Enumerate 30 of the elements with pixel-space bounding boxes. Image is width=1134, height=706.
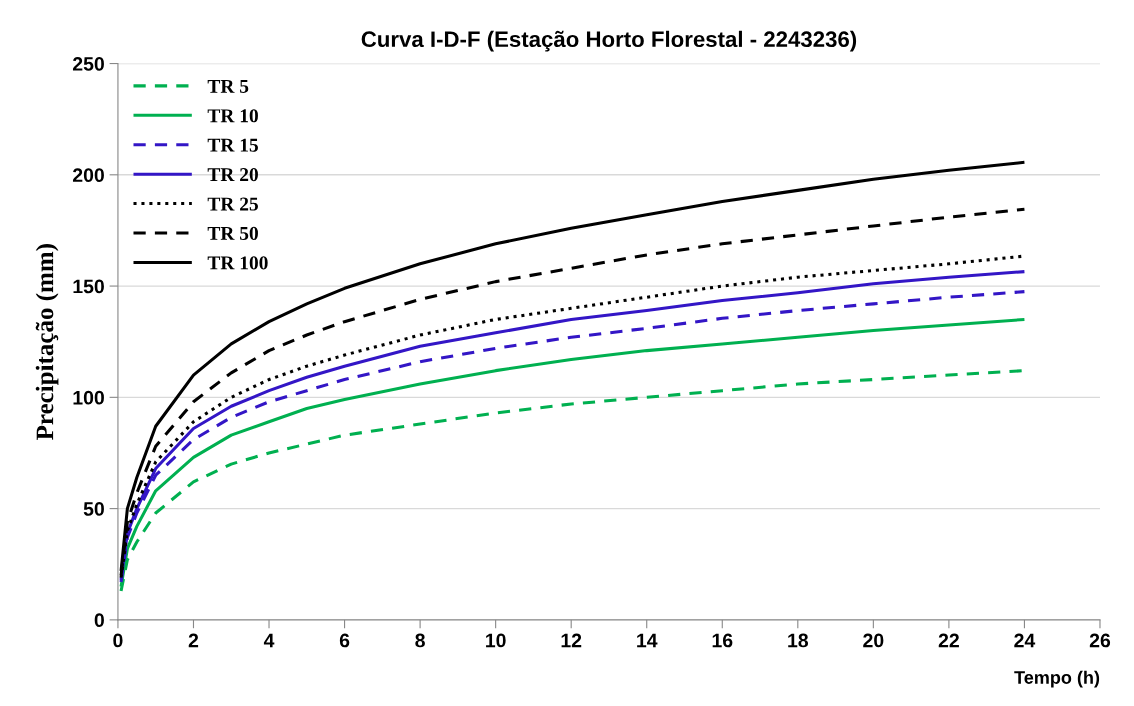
y-tick-label: 50: [83, 502, 104, 516]
x-tick-label: 10: [486, 633, 506, 648]
x-tick-label: 12: [561, 633, 582, 648]
x-axis-title: Tempo (h): [1014, 670, 1100, 688]
x-tick-label: 18: [788, 633, 809, 648]
y-tick-label: 100: [73, 390, 104, 405]
x-tick-label: 16: [712, 633, 733, 648]
x-tick-label: 8: [415, 633, 425, 648]
legend-label: TR 100: [207, 256, 268, 270]
legend-label: TR 20: [207, 168, 258, 182]
legend-label: TR 15: [207, 138, 258, 152]
y-tick-label: 200: [72, 168, 104, 183]
x-tick-label: 2: [188, 633, 199, 648]
x-tick-label: 22: [938, 633, 959, 648]
y-tick-label: 250: [72, 57, 104, 71]
y-tick-label: 0: [94, 613, 104, 628]
x-tick-label: 6: [339, 633, 350, 648]
legend-label: TR 50: [207, 226, 258, 240]
x-tick-label: 24: [1014, 633, 1036, 648]
chart-title: Curva I-D-F (Estação Horto Florestal - 2243236): [361, 30, 857, 52]
legend-label: TR 10: [207, 109, 258, 123]
y-axis-title: Precipitação (mm): [35, 244, 59, 440]
x-tick-label: 0: [113, 633, 123, 648]
x-tick-label: 26: [1089, 633, 1111, 648]
x-tick-label: 14: [637, 633, 658, 648]
legend-label: TR 5: [207, 79, 249, 93]
y-tick-label: 150: [73, 279, 104, 294]
x-tick-label: 4: [263, 633, 275, 648]
x-tick-label: 20: [863, 633, 884, 648]
legend-label: TR 25: [207, 197, 258, 211]
